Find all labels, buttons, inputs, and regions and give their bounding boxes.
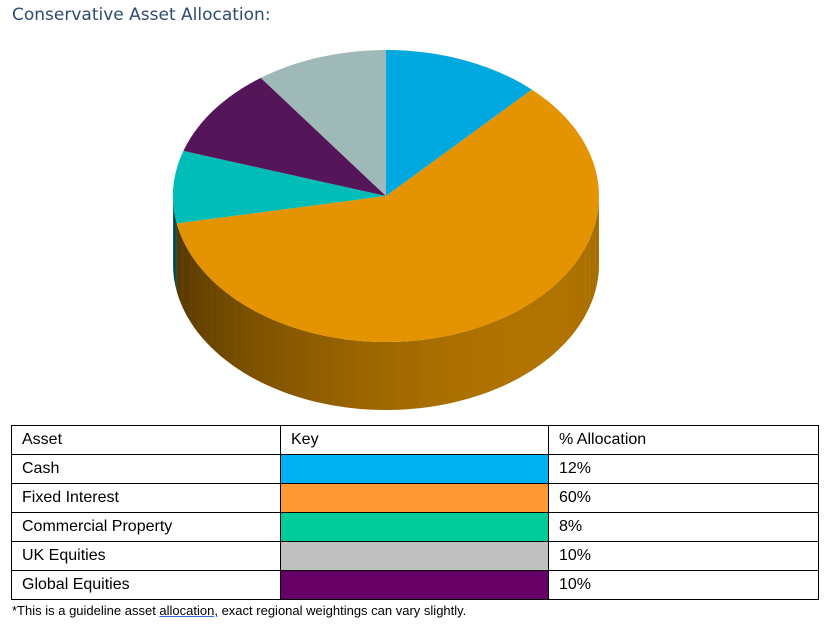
table-row: Global Equities 10% — [11, 570, 819, 600]
asset-name: Fixed Interest — [11, 483, 281, 513]
pie-side-fixed-interest — [182, 239, 188, 317]
pie-side-commercial-property — [173, 202, 174, 278]
pie-side-fixed-interest — [318, 334, 332, 406]
key-swatch — [281, 542, 548, 570]
table-row: Fixed Interest 60% — [11, 483, 819, 513]
pie-side-fixed-interest — [197, 263, 204, 340]
pie-side-fixed-interest — [592, 221, 596, 299]
pie-side-fixed-interest — [499, 314, 511, 388]
pie-side-fixed-interest — [580, 246, 586, 323]
header-key: Key — [280, 425, 549, 455]
pie-side-fixed-interest — [343, 339, 356, 409]
allocation-value: 10% — [548, 541, 819, 571]
pie-side-fixed-interest — [179, 231, 183, 309]
pie-sides — [173, 195, 599, 410]
pie-side-fixed-interest — [510, 309, 521, 383]
key-cell — [280, 512, 549, 542]
footnote-text-end: exact regional weightings can vary sligh… — [217, 603, 467, 618]
table-row: Cash 12% — [11, 454, 819, 484]
pie-slice-fixed-interest — [176, 89, 599, 342]
pie-chart — [173, 50, 599, 410]
asset-name: Commercial Property — [11, 512, 281, 542]
key-cell — [280, 483, 549, 513]
pie-side-fixed-interest — [393, 341, 407, 410]
pie-side-commercial-property — [173, 209, 176, 285]
pie-side-fixed-interest — [330, 337, 344, 408]
allocation-table: Asset Key % Allocation Cash 12% Fixed In… — [11, 425, 819, 600]
footnote-underlined-word: allocation, — [159, 603, 218, 618]
pie-side-fixed-interest — [191, 255, 198, 332]
key-swatch — [281, 455, 548, 483]
pie-side-fixed-interest — [225, 292, 235, 367]
allocation-value: 60% — [548, 483, 819, 513]
pie-tops — [173, 50, 599, 342]
allocation-value: 8% — [548, 512, 819, 542]
pie-side-fixed-interest — [252, 309, 264, 384]
table-row: UK Equities 10% — [11, 541, 819, 571]
asset-name: UK Equities — [11, 541, 281, 571]
pie-side-fixed-interest — [430, 336, 444, 407]
pie-side-fixed-interest — [217, 285, 226, 361]
pie-side-fixed-interest — [273, 319, 285, 393]
pie-side-fixed-interest — [529, 297, 540, 372]
pie-slice-global-equities — [183, 77, 386, 196]
footnote: *This is a guideline asset allocation, e… — [12, 603, 466, 618]
pie-side-fixed-interest — [306, 331, 320, 403]
pie-side-fixed-interest — [355, 340, 369, 410]
pie-side-fixed-interest — [405, 340, 419, 410]
pie-side-fixed-interest — [186, 247, 192, 325]
chart-title: Conservative Asset Allocation: — [12, 5, 271, 25]
pie-side-fixed-interest — [418, 338, 431, 409]
pie-side-fixed-interest — [520, 303, 531, 378]
pie-side-fixed-interest — [489, 319, 501, 392]
pie-side-fixed-interest — [243, 304, 254, 379]
pie-slice-cash — [386, 50, 532, 196]
pie-side-fixed-interest — [597, 204, 599, 282]
pie-side-commercial-property — [175, 216, 177, 292]
pie-side-fixed-interest — [595, 213, 598, 291]
allocation-value: 12% — [548, 454, 819, 484]
pie-side-fixed-interest — [367, 341, 381, 410]
pie-side-fixed-interest — [585, 238, 590, 315]
pie-side-fixed-interest — [466, 327, 479, 400]
pie-slice-uk-equities — [260, 50, 386, 196]
pie-side-fixed-interest — [234, 298, 244, 373]
allocation-value: 10% — [548, 570, 819, 600]
pie-side-fixed-interest — [454, 331, 467, 403]
key-cell — [280, 570, 549, 600]
pie-side-fixed-interest — [284, 324, 296, 397]
pie-side-fixed-interest — [203, 271, 211, 347]
pie-side-fixed-interest — [569, 262, 576, 339]
header-allocation: % Allocation — [548, 425, 819, 455]
pie-side-fixed-interest — [538, 291, 548, 366]
asset-name: Cash — [11, 454, 281, 484]
key-swatch — [281, 513, 548, 541]
table-row: Commercial Property 8% — [11, 512, 819, 542]
pie-side-fixed-interest — [442, 334, 456, 405]
pie-side-fixed-interest — [295, 328, 308, 400]
key-swatch — [281, 571, 548, 599]
footnote-text-start: *This is a guideline asset — [12, 603, 160, 618]
pie-side-fixed-interest — [562, 270, 570, 346]
pie-side-fixed-interest — [555, 277, 563, 353]
pie-side-fixed-interest — [176, 223, 180, 300]
pie-side-fixed-interest — [210, 278, 218, 354]
table-header-row: Asset Key % Allocation — [11, 425, 819, 455]
pie-side-fixed-interest — [262, 315, 274, 389]
pie-side-fixed-interest — [547, 284, 556, 360]
asset-name: Global Equities — [11, 570, 281, 600]
pie-side-fixed-interest — [380, 341, 394, 410]
pie-side-fixed-interest — [477, 323, 490, 396]
pie-side-fixed-interest — [575, 254, 582, 331]
pie-side-fixed-interest — [589, 230, 594, 307]
key-swatch — [281, 484, 548, 512]
pie-slice-commercial-property — [173, 150, 386, 224]
header-asset: Asset — [11, 425, 281, 455]
key-cell — [280, 541, 549, 571]
key-cell — [280, 454, 549, 484]
